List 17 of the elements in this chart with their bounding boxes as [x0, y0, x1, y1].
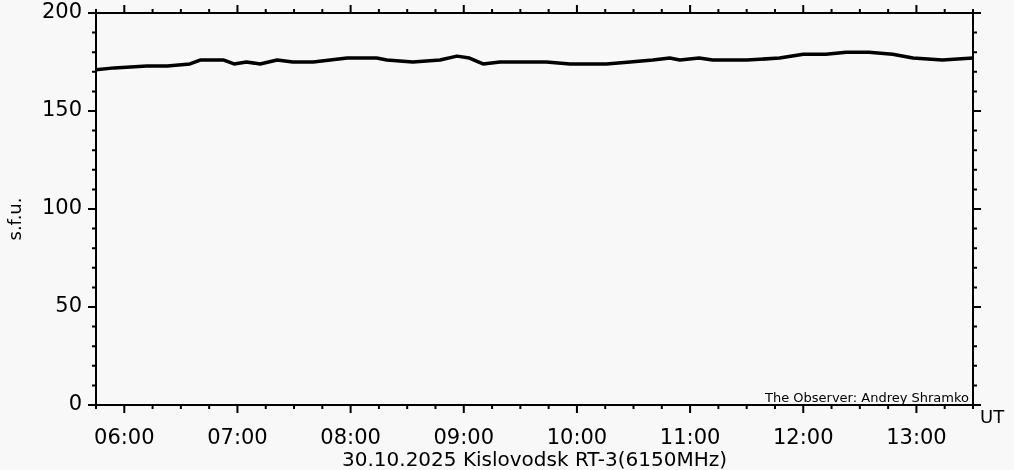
x-tick-label: 06:00 — [94, 425, 155, 450]
y-tick-label: 150 — [41, 97, 82, 122]
y-tick-label: 0 — [68, 391, 82, 416]
y-tick-label: 50 — [55, 293, 82, 318]
x-axis-title: UT — [980, 406, 1006, 427]
x-tick-label: 12:00 — [772, 425, 834, 450]
y-axis-title: s.f.u. — [3, 197, 25, 241]
x-tick-label: 11:00 — [659, 425, 721, 450]
x-tick-label: 09:00 — [433, 425, 495, 450]
x-tick-label: 08:00 — [320, 425, 381, 450]
y-tick-label: 100 — [41, 195, 82, 220]
x-tick-label: 13:00 — [886, 425, 947, 450]
y-tick-label: 200 — [41, 0, 82, 24]
x-tick-label: 10:00 — [546, 425, 608, 450]
text: 30.10.2025 Kislovodsk RT-3(6150MHz) — [342, 447, 727, 470]
annotation: The Observer: Andrey Shramko — [764, 390, 970, 405]
x-tick-label: 07:00 — [207, 425, 268, 450]
